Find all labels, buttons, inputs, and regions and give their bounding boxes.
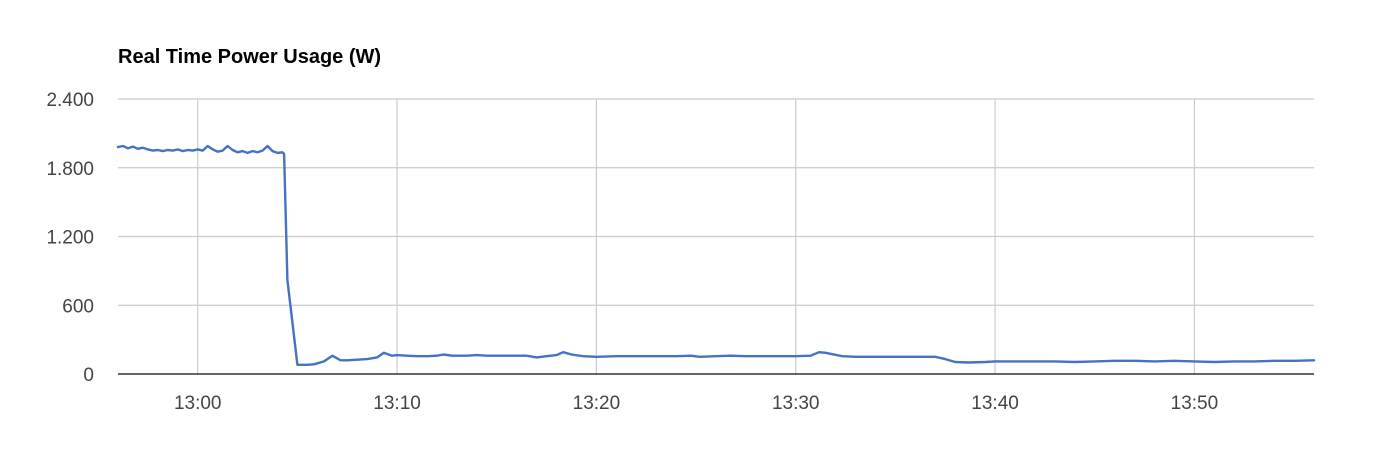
grid-layer bbox=[118, 98, 1314, 374]
y-axis-ticks: 0 600 1.200 1.800 2.400 bbox=[46, 90, 94, 386]
power-usage-line bbox=[116, 144, 1316, 366]
x-tick-label: 13:50 bbox=[1171, 393, 1219, 414]
x-tick-label: 13:40 bbox=[971, 393, 1019, 414]
y-tick-label: 1.200 bbox=[46, 228, 94, 249]
y-tick-label: 0 bbox=[83, 365, 94, 386]
chart-title: Real Time Power Usage (W) bbox=[118, 46, 381, 68]
series-layer bbox=[116, 144, 1316, 366]
x-tick-label: 13:10 bbox=[373, 393, 421, 414]
y-tick-label: 1.800 bbox=[46, 159, 94, 180]
x-axis-ticks: 13:00 13:10 13:20 13:30 13:40 13:50 bbox=[174, 393, 1218, 414]
y-tick-label: 600 bbox=[62, 296, 94, 317]
y-tick-label: 2.400 bbox=[46, 90, 94, 111]
x-tick-label: 13:00 bbox=[174, 393, 222, 414]
x-tick-label: 13:20 bbox=[573, 393, 621, 414]
x-tick-label: 13:30 bbox=[772, 393, 820, 414]
